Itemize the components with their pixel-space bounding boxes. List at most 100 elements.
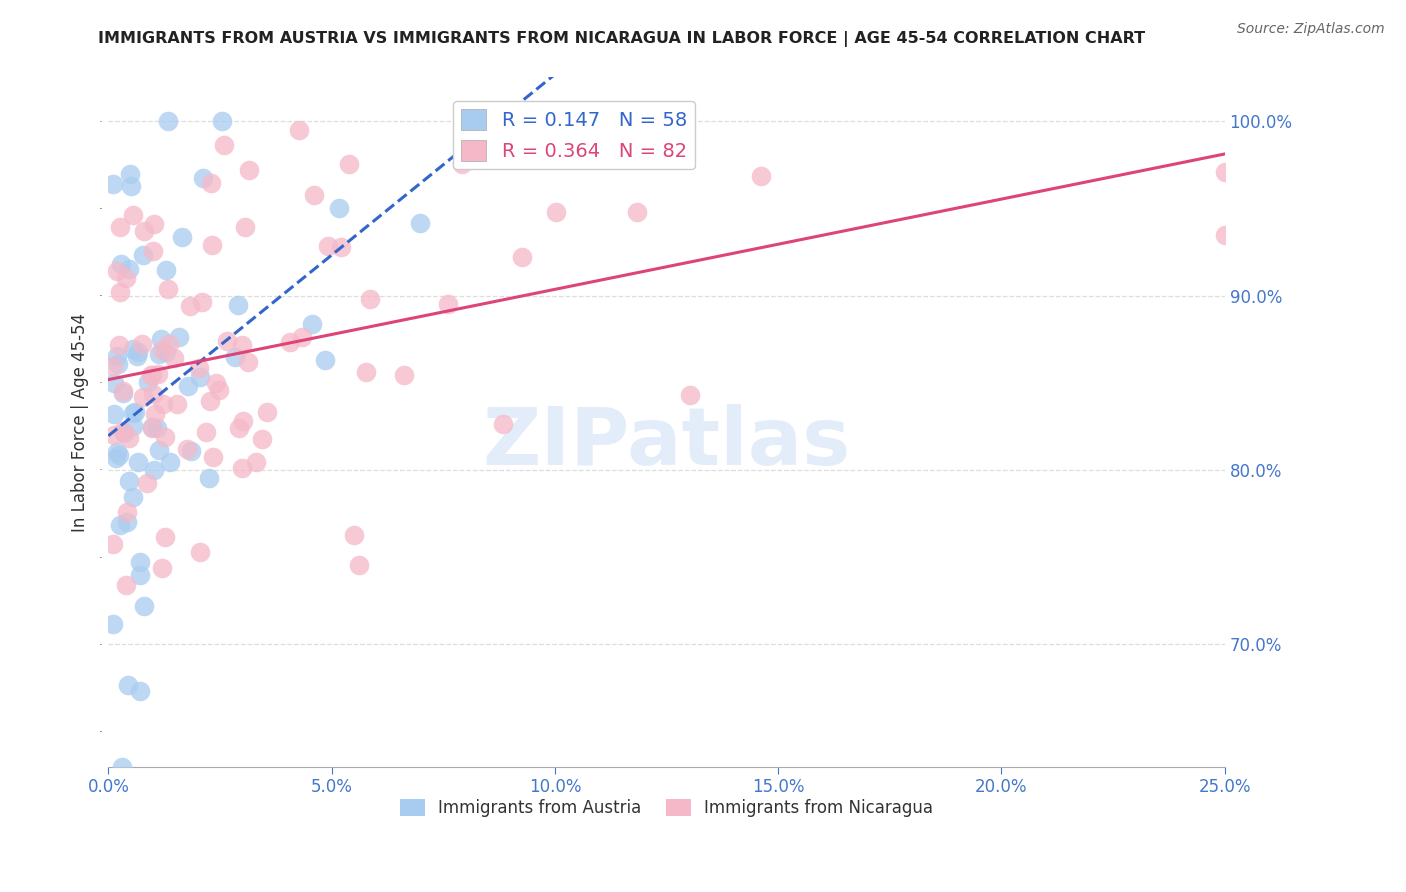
Point <box>127 455 149 469</box>
Point <box>200 176 222 190</box>
Point <box>330 240 353 254</box>
Point <box>172 230 194 244</box>
Point <box>132 599 155 613</box>
Point <box>232 414 254 428</box>
Point <box>141 421 163 435</box>
Point <box>128 555 150 569</box>
Point <box>120 167 142 181</box>
Point <box>224 350 246 364</box>
Point <box>238 163 260 178</box>
Point <box>201 238 224 252</box>
Point <box>127 349 149 363</box>
Point <box>148 367 170 381</box>
Point <box>148 347 170 361</box>
Point <box>121 406 143 420</box>
Point <box>450 156 472 170</box>
Point <box>108 448 131 462</box>
Point <box>129 684 152 698</box>
Point <box>124 405 146 419</box>
Point <box>112 384 135 398</box>
Point <box>111 424 134 438</box>
Point <box>198 394 221 409</box>
Point <box>231 461 253 475</box>
Point <box>231 338 253 352</box>
Point <box>301 317 323 331</box>
Point <box>103 177 125 191</box>
Point <box>105 264 128 278</box>
Point <box>191 170 214 185</box>
Point <box>148 443 170 458</box>
Point <box>150 332 173 346</box>
Point <box>103 376 125 391</box>
Point <box>142 244 165 258</box>
Point <box>120 179 142 194</box>
Point <box>108 518 131 533</box>
Point <box>105 444 128 458</box>
Point <box>143 463 166 477</box>
Point <box>121 490 143 504</box>
Point <box>188 545 211 559</box>
Point <box>152 397 174 411</box>
Point <box>135 476 157 491</box>
Point <box>121 342 143 356</box>
Point <box>191 294 214 309</box>
Point <box>343 528 366 542</box>
Point <box>163 351 186 365</box>
Point <box>1213 227 1236 242</box>
Point <box>139 368 162 383</box>
Point <box>128 568 150 582</box>
Legend: Immigrants from Austria, Immigrants from Nicaragua: Immigrants from Austria, Immigrants from… <box>392 792 941 823</box>
Point <box>166 397 188 411</box>
Point <box>179 299 201 313</box>
Text: ZIPatlas: ZIPatlas <box>482 404 851 482</box>
Point <box>114 426 136 441</box>
Point <box>155 345 177 359</box>
Point <box>105 451 128 466</box>
Point <box>167 330 190 344</box>
Point <box>155 262 177 277</box>
Point <box>112 385 135 400</box>
Point <box>287 123 309 137</box>
Point <box>236 355 259 369</box>
Point <box>111 759 134 773</box>
Text: IMMIGRANTS FROM AUSTRIA VS IMMIGRANTS FROM NICARAGUA IN LABOR FORCE | AGE 45-54 : IMMIGRANTS FROM AUSTRIA VS IMMIGRANTS FR… <box>98 31 1146 47</box>
Point <box>1213 165 1236 179</box>
Point <box>177 379 200 393</box>
Point <box>328 202 350 216</box>
Point <box>337 157 360 171</box>
Point <box>141 368 163 382</box>
Point <box>121 208 143 222</box>
Point <box>156 282 179 296</box>
Point <box>176 442 198 456</box>
Point <box>132 224 155 238</box>
Point <box>394 368 416 382</box>
Point <box>153 531 176 545</box>
Point <box>118 432 141 446</box>
Point <box>211 114 233 128</box>
Point <box>121 418 143 433</box>
Point <box>107 357 129 371</box>
Point <box>101 359 124 373</box>
Point <box>510 250 533 264</box>
Point <box>409 216 432 230</box>
Point <box>110 257 132 271</box>
Point <box>115 515 138 529</box>
Point <box>208 383 231 397</box>
Point <box>212 137 235 152</box>
Point <box>233 220 256 235</box>
Point <box>492 417 515 431</box>
Point <box>132 248 155 262</box>
Point <box>118 262 141 277</box>
Point <box>302 187 325 202</box>
Point <box>150 343 173 357</box>
Point <box>143 407 166 421</box>
Point <box>463 114 485 128</box>
Point <box>152 561 174 575</box>
Point <box>132 390 155 404</box>
Point <box>153 430 176 444</box>
Point <box>245 455 267 469</box>
Point <box>115 578 138 592</box>
Point <box>146 420 169 434</box>
Point <box>114 271 136 285</box>
Point <box>749 169 772 183</box>
